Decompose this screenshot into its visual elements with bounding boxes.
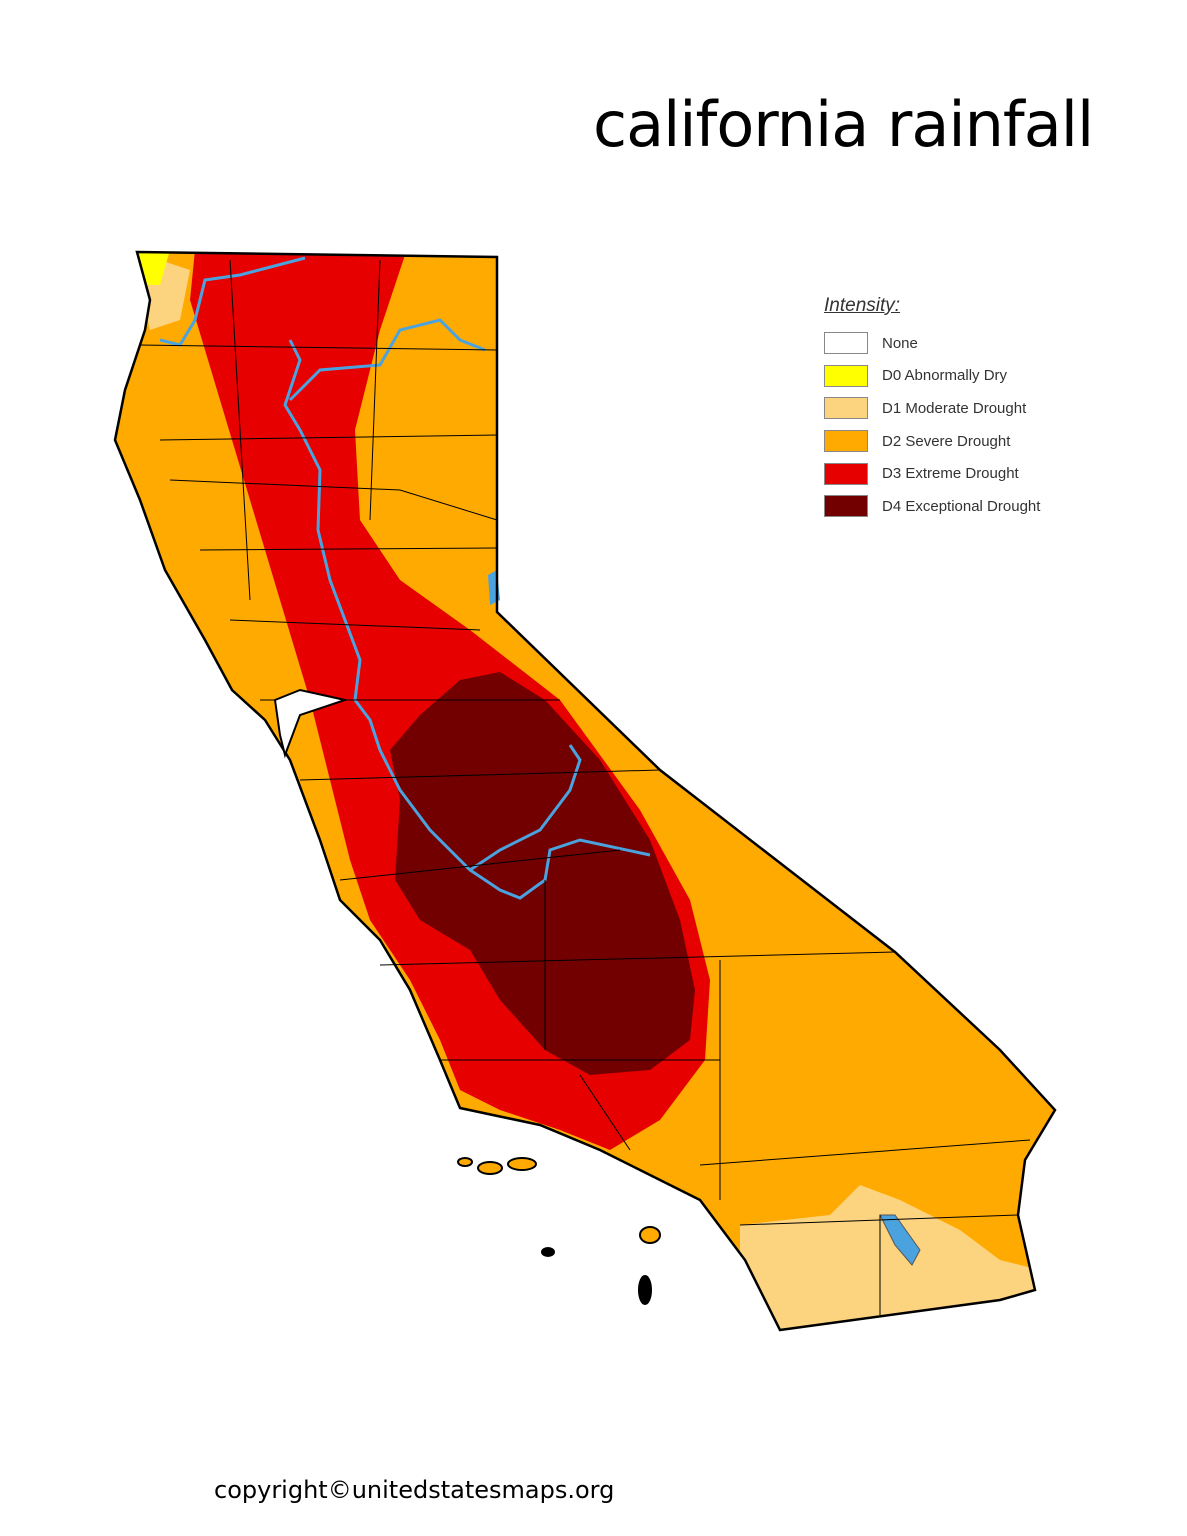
legend-item: D2 Severe Drought — [824, 425, 1040, 458]
sacramento-river — [159, 256, 651, 900]
pit-river — [288, 318, 486, 402]
legend-swatch — [824, 332, 868, 355]
legend-label: D2 Severe Drought — [882, 432, 1011, 450]
county-lines — [139, 259, 1031, 1315]
legend-swatch — [824, 364, 868, 387]
channel-islands — [457, 1157, 661, 1305]
legend-item: D0 Abnormally Dry — [824, 360, 1040, 393]
legend-item: D1 Moderate Drought — [824, 392, 1040, 425]
d4-region — [390, 672, 695, 1075]
legend-swatch — [824, 462, 868, 485]
legend-label: D1 Moderate Drought — [882, 399, 1027, 417]
legend-swatch — [824, 430, 868, 453]
legend-item: D3 Extreme Drought — [824, 457, 1040, 490]
legend-title: Intensity: — [824, 295, 901, 316]
legend: Intensity: None D0 Abnormally Dry D1 Moder… — [824, 295, 1040, 523]
legend-label: None — [882, 334, 918, 352]
san-joaquin-river — [469, 744, 582, 872]
legend-label: D0 Abnormally Dry — [882, 367, 1008, 385]
salton-sea — [879, 1214, 921, 1266]
legend-label: D3 Extreme Drought — [882, 465, 1019, 483]
legend-label: D4 Exceptional Drought — [882, 497, 1041, 515]
rivers — [159, 256, 651, 900]
legend-item: D4 Exceptional Drought — [824, 490, 1040, 523]
sf-bay — [273, 688, 349, 759]
legend-item: None — [824, 327, 1040, 360]
d1-region-south — [740, 1185, 1040, 1330]
legend-swatch — [824, 495, 868, 518]
legend-swatch — [824, 397, 868, 420]
map-title: california rainfall — [593, 88, 1094, 161]
copyright-text: copyright©unitedstatesmaps.org — [214, 1476, 615, 1504]
